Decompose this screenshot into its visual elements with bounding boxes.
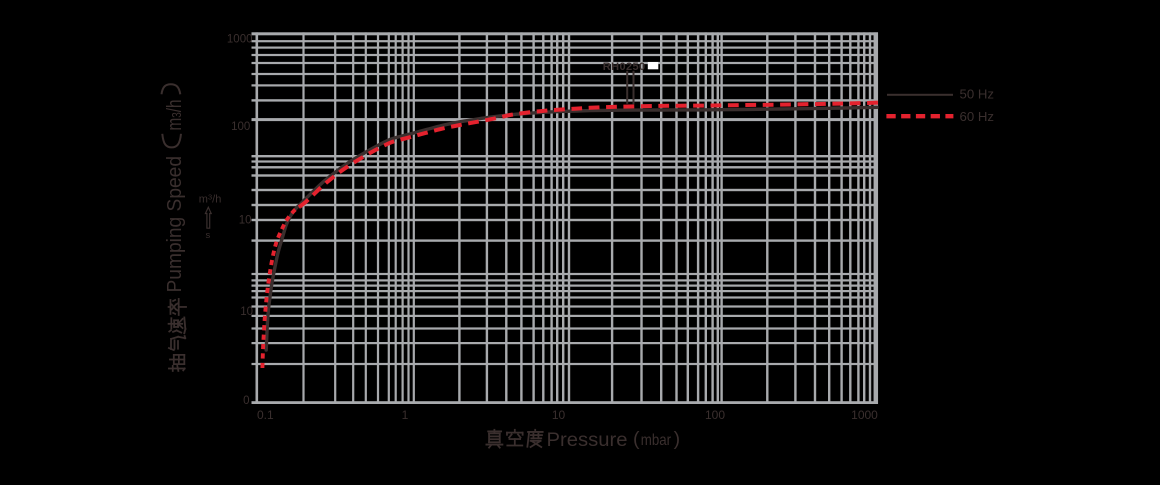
svg-text:50 Hz: 50 Hz bbox=[960, 86, 994, 101]
svg-text:100: 100 bbox=[231, 121, 250, 133]
svg-text:1: 1 bbox=[402, 408, 409, 422]
svg-text:s: s bbox=[206, 230, 211, 241]
svg-text:0: 0 bbox=[243, 395, 249, 407]
svg-text:): ) bbox=[674, 428, 681, 450]
svg-text:m3/h: m3/h bbox=[164, 100, 186, 131]
svg-text:60 Hz: 60 Hz bbox=[960, 109, 994, 124]
svg-text:10: 10 bbox=[240, 306, 253, 318]
svg-text:10: 10 bbox=[239, 215, 252, 227]
svg-text:RH0250: RH0250 bbox=[603, 61, 646, 73]
svg-text:Pumping Speed: Pumping Speed bbox=[163, 156, 186, 293]
svg-text:Pressure: Pressure bbox=[547, 430, 628, 451]
svg-text:1000: 1000 bbox=[227, 33, 253, 45]
svg-text:100: 100 bbox=[705, 408, 725, 422]
svg-text:0.1: 0.1 bbox=[257, 408, 274, 422]
svg-text:mbar: mbar bbox=[641, 432, 672, 449]
svg-text:1000: 1000 bbox=[851, 408, 878, 422]
svg-text:(: ( bbox=[633, 428, 640, 450]
svg-text:10: 10 bbox=[552, 408, 566, 422]
svg-text:m3/h: m3/h bbox=[199, 193, 222, 206]
